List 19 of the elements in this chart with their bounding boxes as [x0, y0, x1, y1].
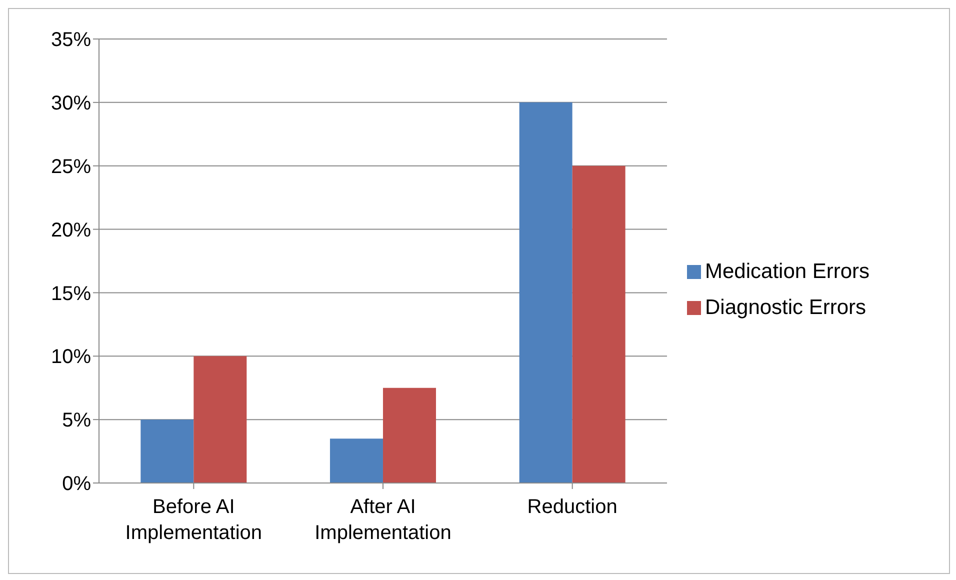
bar [140, 420, 194, 483]
y-tick-label: 25% [50, 156, 92, 178]
y-tick-label: 10% [50, 346, 92, 368]
legend-label: Diagnostic Errors [705, 296, 866, 319]
y-tick-label: 35% [50, 29, 92, 52]
y-tick-label: 30% [50, 92, 92, 115]
x-tick-label: Before AI Implementation [125, 496, 262, 544]
bar [572, 166, 626, 483]
x-tick-label: Reduction [527, 496, 618, 518]
bar [519, 102, 572, 483]
bar [194, 356, 247, 483]
y-tick-label: 0% [62, 473, 92, 496]
bar [330, 438, 383, 483]
bar [382, 388, 436, 483]
y-tick-label: 20% [50, 219, 92, 242]
legend-label: Medication Errors [705, 260, 870, 283]
y-tick-label: 5% [62, 410, 92, 432]
y-tick-label: 15% [50, 282, 92, 305]
x-tick-label: After AI Implementation [314, 496, 452, 544]
